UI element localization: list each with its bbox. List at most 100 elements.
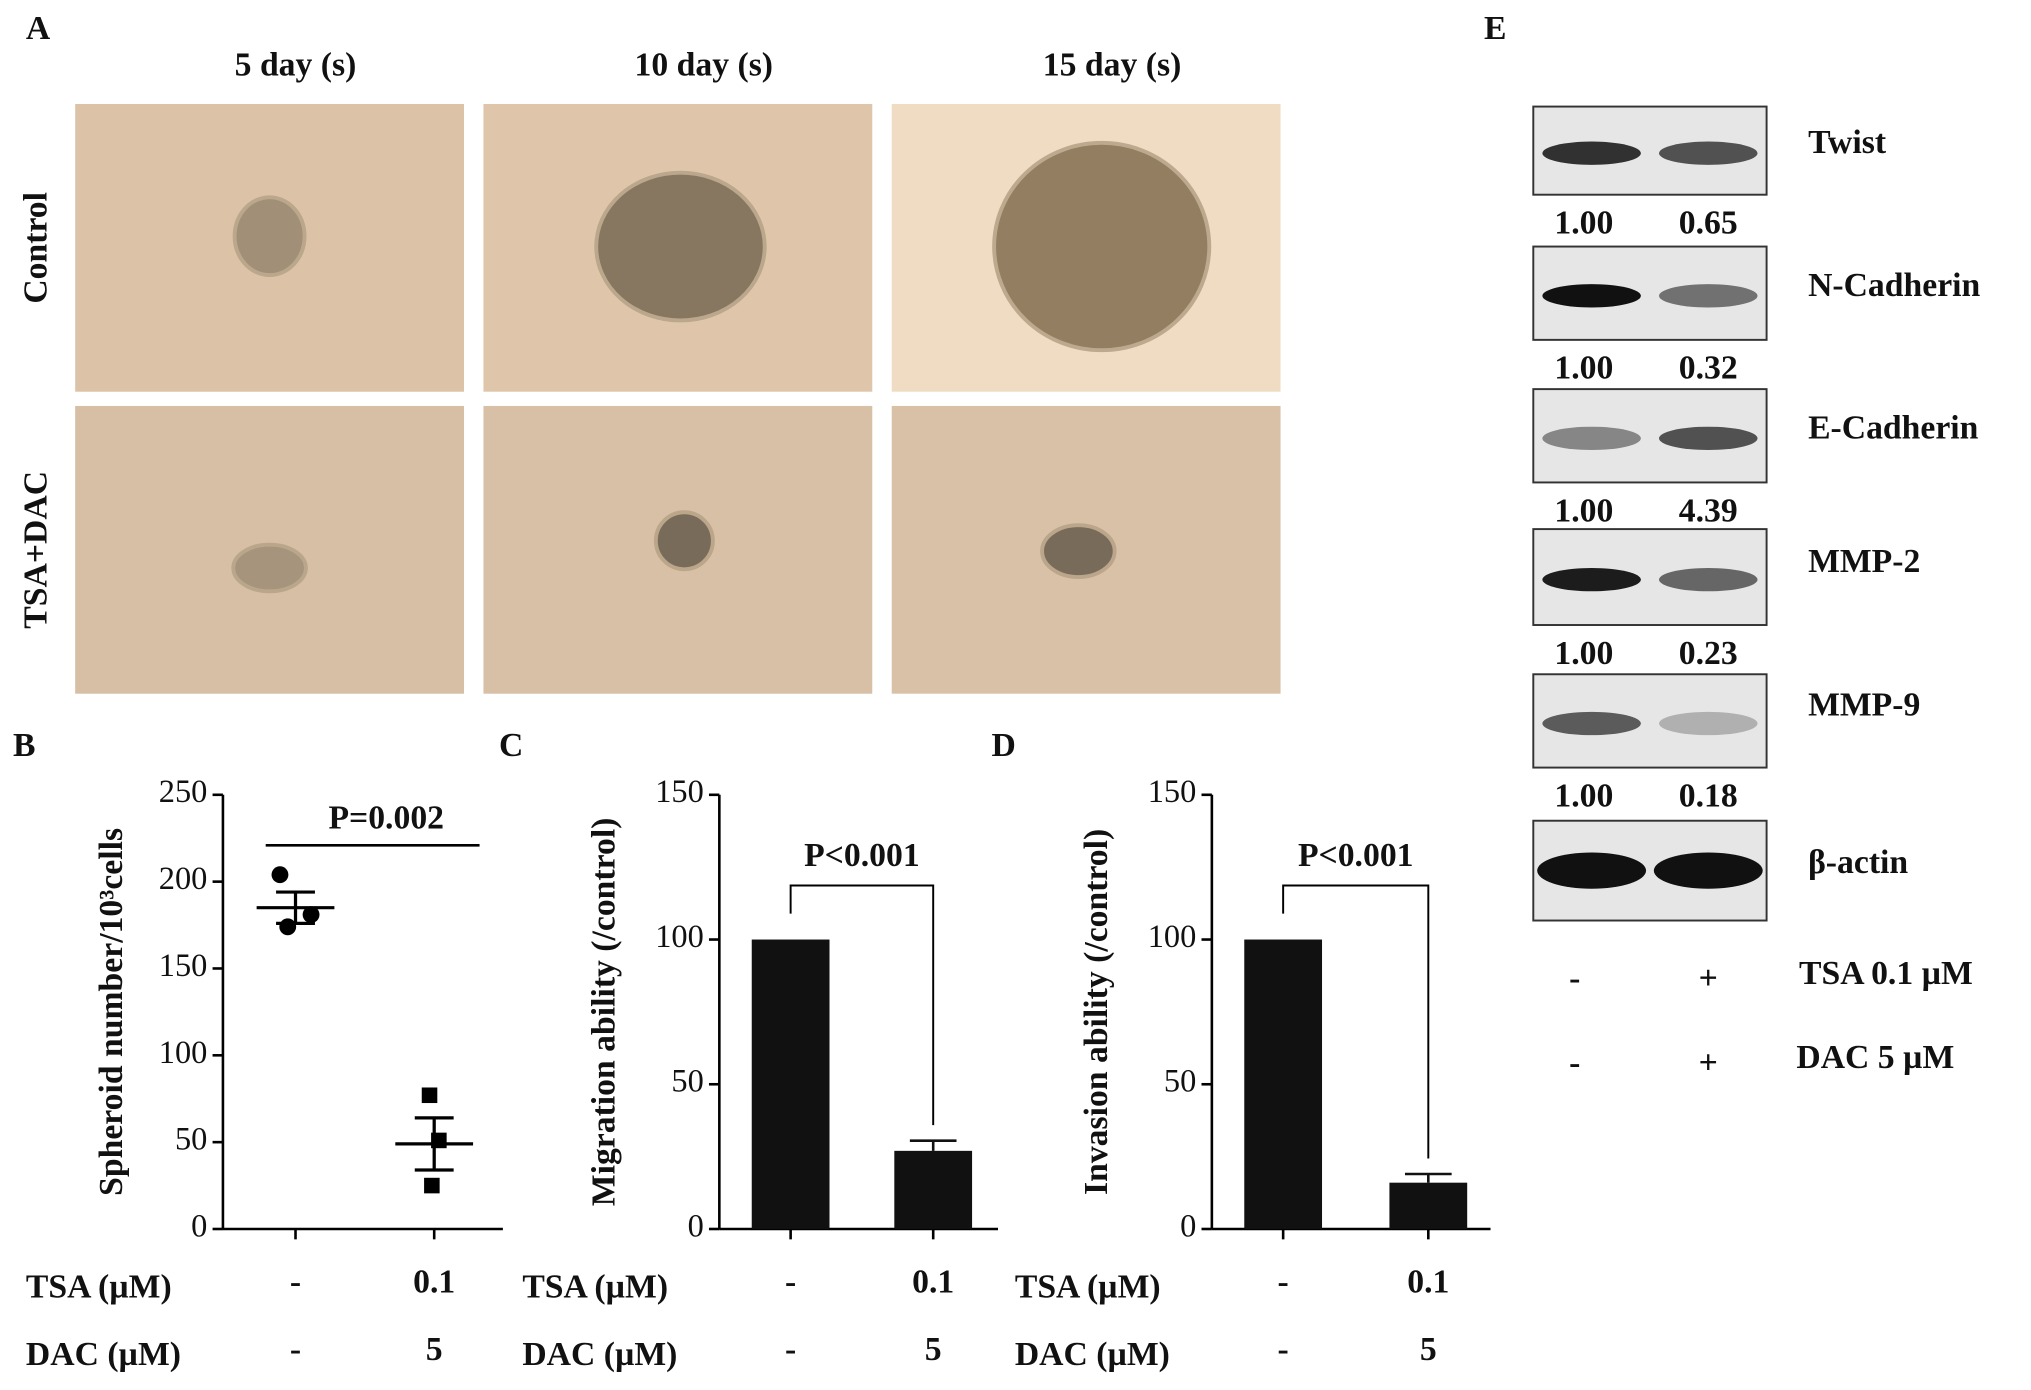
ratio-value: 1.00 [1554, 350, 1613, 387]
y-axis-label: Migration ability (/control) [585, 818, 622, 1207]
treatment-value: 5 [1420, 1331, 1437, 1368]
panel-letter: E [1484, 10, 1506, 47]
column-label: 10 day (s) [635, 46, 774, 83]
y-tick-label: 0 [191, 1208, 207, 1244]
treatment-value: - [1569, 1044, 1580, 1081]
panel-letter: D [992, 727, 1016, 764]
panel-letter: A [26, 10, 51, 47]
y-tick-label: 200 [159, 861, 208, 897]
blot-band [1542, 567, 1641, 592]
spheroid [653, 510, 715, 572]
treatment-value: - [1278, 1331, 1289, 1368]
error-bar [414, 1116, 454, 1172]
data-point [271, 866, 289, 884]
treatment-value: 5 [925, 1331, 942, 1368]
data-point [421, 1087, 438, 1104]
y-tick-label: 100 [655, 919, 704, 955]
treatment-value: - [290, 1263, 301, 1300]
treatment-value: - [785, 1331, 796, 1368]
treatment-value: 5 [426, 1331, 443, 1368]
ratio-value: 1.00 [1554, 777, 1613, 814]
ratio-value: 1.00 [1554, 492, 1613, 529]
y-tick-label: 250 [159, 774, 208, 810]
ratio-value: 1.00 [1554, 205, 1613, 242]
spheroid [992, 140, 1212, 353]
treatment-value: - [1278, 1263, 1289, 1300]
protein-label: N-Cadherin [1808, 267, 1980, 304]
protein-label: β-actin [1808, 844, 1908, 881]
treatment-value: 0.1 [1407, 1263, 1449, 1300]
y-tick-label: 150 [655, 774, 704, 810]
ratio-value: 0.18 [1679, 777, 1738, 814]
error-bar [276, 890, 315, 925]
treatment-label: DAC (µM) [26, 1336, 181, 1373]
y-axis-label: Spheroid number/10³cells [93, 828, 130, 1196]
ratio-value: 0.65 [1679, 205, 1738, 242]
treatment-value: - [290, 1331, 301, 1368]
significance-bracket [1282, 884, 1430, 1159]
bar [1389, 1182, 1468, 1229]
column-label: 15 day (s) [1043, 46, 1182, 83]
significance-bracket [789, 884, 935, 1126]
error-bar [1404, 1172, 1452, 1183]
protein-label: E-Cadherin [1808, 409, 1979, 446]
blot-band [1542, 711, 1641, 736]
y-tick-label: 0 [688, 1208, 704, 1244]
protein-label: Twist [1808, 124, 1887, 161]
data-point [279, 918, 297, 936]
blot-band [1542, 284, 1641, 308]
blot-band [1659, 141, 1758, 165]
y-tick-label: 50 [671, 1064, 703, 1100]
y-tick-label: 100 [159, 1035, 208, 1071]
y-tick-label: 50 [175, 1122, 207, 1158]
blot-band [1653, 852, 1763, 889]
protein-label: MMP-2 [1808, 543, 1920, 580]
blot-band [1659, 567, 1758, 592]
blot-band [1659, 426, 1758, 451]
spheroid [232, 195, 307, 278]
column-label: 5 day (s) [235, 46, 357, 83]
data-point [302, 906, 320, 924]
blot-band [1542, 141, 1641, 165]
spheroid [231, 542, 308, 594]
protein-label: MMP-9 [1808, 687, 1920, 724]
ratio-value: 0.32 [1679, 350, 1738, 387]
blot-band [1659, 711, 1758, 736]
bar [751, 939, 830, 1229]
treatment-value: - [1569, 960, 1580, 997]
error-bar [909, 1139, 957, 1151]
bar [1244, 939, 1323, 1229]
p-value: P<0.001 [1298, 837, 1414, 874]
blot-band [1542, 426, 1641, 451]
p-value: P<0.001 [804, 837, 920, 874]
p-value: P=0.002 [328, 799, 444, 836]
bar [894, 1150, 973, 1229]
y-tick-label: 100 [1148, 919, 1197, 955]
spheroid [594, 170, 767, 323]
panel-letter: B [13, 727, 35, 764]
treatment-label: TSA (µM) [1015, 1269, 1161, 1306]
treatment-label: DAC (µM) [1015, 1336, 1170, 1373]
treatment-label: DAC 5 µM [1796, 1039, 1954, 1076]
treatment-label: TSA (µM) [26, 1269, 172, 1306]
y-tick-label: 0 [1180, 1208, 1196, 1244]
data-point [424, 1177, 440, 1194]
treatment-value: 0.1 [912, 1263, 954, 1300]
y-tick-label: 50 [1164, 1064, 1196, 1100]
row-label: TSA+DAC [18, 471, 55, 629]
treatment-label: TSA (µM) [522, 1269, 668, 1306]
treatment-value: + [1699, 1044, 1718, 1081]
treatment-value: + [1699, 960, 1718, 997]
blot-band [1537, 852, 1647, 889]
ratio-value: 0.23 [1679, 635, 1738, 672]
row-label: Control [18, 192, 55, 304]
treatment-label: TSA 0.1 µM [1799, 955, 1973, 992]
blot-band [1659, 284, 1758, 308]
treatment-value: - [785, 1263, 796, 1300]
y-axis-label: Invasion ability (/control) [1078, 829, 1115, 1195]
treatment-label: DAC (µM) [522, 1336, 677, 1373]
y-tick-label: 150 [1148, 774, 1197, 810]
treatment-value: 0.1 [413, 1263, 455, 1300]
spheroid [1040, 523, 1117, 579]
